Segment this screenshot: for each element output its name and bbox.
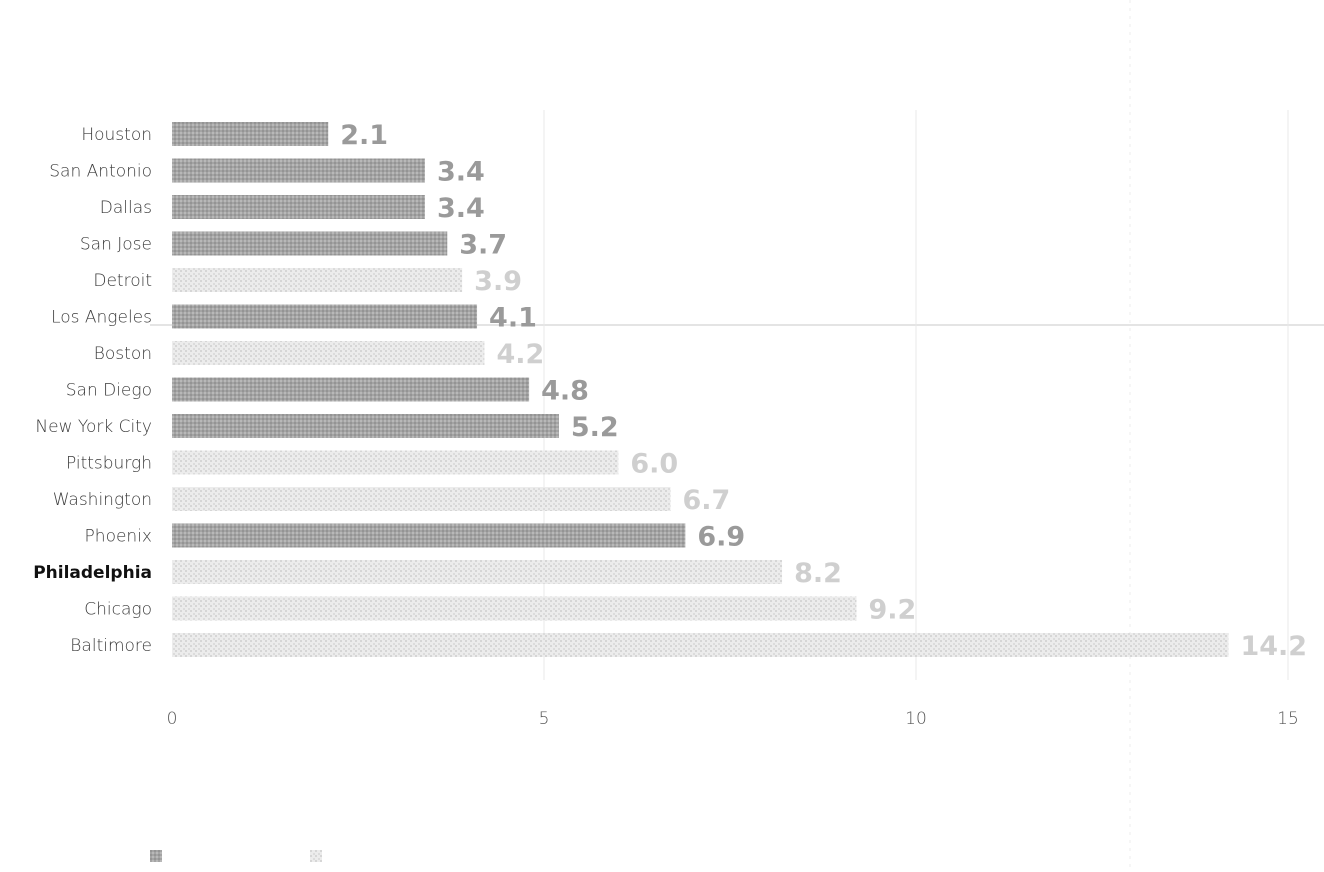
value-label-washington: 6.7 [682, 485, 730, 516]
x-axis-ticks: 0 5 10 15 [167, 709, 1299, 729]
category-label-boston: Boston [94, 344, 152, 364]
category-label-baltimore: Baltimore [70, 636, 152, 656]
legend [150, 850, 322, 862]
category-label-pittsburgh: Pittsburgh [66, 454, 152, 474]
bar-phoenix [172, 523, 686, 548]
value-label-houston: 2.1 [340, 120, 388, 151]
bar-dallas [172, 195, 425, 219]
category-label-san-antonio: San Antonio [49, 162, 152, 182]
grid-lines [543, 110, 1289, 680]
bar-san-diego [172, 377, 530, 402]
category-label-detroit: Detroit [93, 271, 152, 291]
x-tick-label-15: 15 [1277, 709, 1299, 729]
value-label-new-york-city: 5.2 [571, 412, 619, 443]
bar-washington [172, 487, 671, 511]
category-label-houston: Houston [81, 125, 152, 145]
bars [172, 122, 1229, 657]
value-label-boston: 4.2 [496, 339, 544, 370]
bar-detroit [172, 268, 463, 292]
value-label-dallas: 3.4 [437, 193, 485, 224]
value-label-chicago: 9.2 [868, 595, 916, 626]
value-label-baltimore: 14.2 [1240, 631, 1307, 662]
bar-boston [172, 341, 485, 365]
bar-new-york-city [172, 414, 559, 438]
bar-los-angeles [172, 304, 478, 329]
category-label-chicago: Chicago [84, 600, 152, 620]
value-label-los-angeles: 4.1 [489, 303, 537, 334]
value-label-detroit: 3.9 [474, 266, 522, 297]
x-tick-label-0: 0 [167, 709, 178, 729]
legend-swatch-solid [150, 850, 162, 862]
category-label-philadelphia: Philadelphia [33, 563, 152, 583]
value-label-philadelphia: 8.2 [794, 558, 842, 589]
value-label-san-antonio: 3.4 [437, 157, 485, 188]
value-label-san-jose: 3.7 [459, 230, 507, 261]
bar-san-antonio [172, 158, 425, 183]
bar-pittsburgh [172, 450, 619, 475]
bar-san-jose [172, 231, 448, 256]
category-label-dallas: Dallas [100, 198, 152, 218]
category-labels: Houston San Antonio Dallas San Jose Detroit L… [33, 125, 152, 656]
value-label-san-diego: 4.8 [541, 376, 589, 407]
x-tick-label-5: 5 [539, 709, 550, 729]
bar-houston [172, 122, 329, 146]
category-label-san-jose: San Jose [80, 235, 152, 255]
value-label-phoenix: 6.9 [697, 522, 745, 553]
legend-swatch-faded [310, 850, 322, 862]
bar-chicago [172, 596, 857, 621]
x-tick-label-10: 10 [905, 709, 927, 729]
category-label-san-diego: San Diego [66, 381, 152, 401]
bar-baltimore [172, 633, 1229, 657]
value-label-pittsburgh: 6.0 [630, 449, 678, 480]
category-label-phoenix: Phoenix [85, 527, 152, 547]
bar-philadelphia [172, 560, 783, 584]
value-labels: 2.1 3.4 3.4 3.7 3.9 4.1 4.2 4.8 5.2 6.06.7 6.9 8.2 9… [340, 120, 1307, 662]
category-label-new-york-city: New York City [35, 417, 152, 437]
category-label-los-angeles: Los Angeles [51, 308, 152, 328]
category-label-washington: Washington [53, 490, 152, 510]
